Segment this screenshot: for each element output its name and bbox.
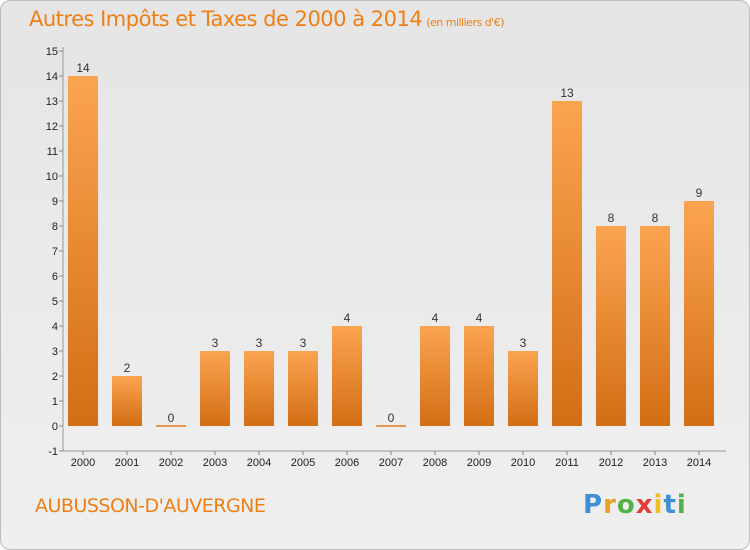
data-label: 13 xyxy=(560,86,574,100)
bar xyxy=(68,76,98,426)
bar xyxy=(640,226,670,426)
y-tick-label: 3 xyxy=(52,346,58,358)
bar xyxy=(596,226,626,426)
data-label: 4 xyxy=(432,311,439,325)
data-label: 3 xyxy=(256,336,263,350)
y-tick-label: 13 xyxy=(46,96,58,108)
y-tick-label: 5 xyxy=(52,296,58,308)
x-tick-label: 2002 xyxy=(159,457,183,469)
y-tick-label: -1 xyxy=(48,446,58,458)
y-tick-label: 8 xyxy=(52,221,58,233)
data-label: 14 xyxy=(76,61,90,75)
logo-letter: o xyxy=(616,490,636,520)
logo-letter: t xyxy=(663,490,677,520)
bar xyxy=(552,101,582,426)
x-tick-label: 2003 xyxy=(203,457,227,469)
y-tick-label: 11 xyxy=(47,146,58,158)
data-label: 2 xyxy=(124,361,131,375)
bar xyxy=(288,351,318,426)
data-label: 8 xyxy=(608,211,615,225)
y-tick-label: 0 xyxy=(52,421,58,433)
data-label: 0 xyxy=(388,411,395,425)
x-tick-label: 2009 xyxy=(467,457,491,469)
bar xyxy=(420,326,450,426)
x-tick-label: 2007 xyxy=(379,457,403,469)
data-label: 0 xyxy=(168,411,175,425)
y-tick-label: 2 xyxy=(52,371,58,383)
bar xyxy=(244,351,274,426)
proxiti-logo[interactable]: Proxiti xyxy=(583,490,687,520)
x-tick-label: 2012 xyxy=(599,457,623,469)
x-tick-label: 2010 xyxy=(511,457,535,469)
data-label: 3 xyxy=(212,336,219,350)
bar xyxy=(332,326,362,426)
bar xyxy=(464,326,494,426)
chart-unit: (en milliers d'€) xyxy=(426,16,504,29)
y-tick-label: 10 xyxy=(46,171,58,183)
data-label: 9 xyxy=(696,186,703,200)
bar xyxy=(508,351,538,426)
y-tick-label: 12 xyxy=(46,121,58,133)
bar xyxy=(200,351,230,426)
y-tick-label: 4 xyxy=(52,321,58,333)
x-tick-label: 2014 xyxy=(687,457,711,469)
y-tick-label: 1 xyxy=(52,396,58,408)
logo-letter: i xyxy=(653,490,664,520)
x-tick-label: 2013 xyxy=(643,457,667,469)
data-label: 8 xyxy=(652,211,659,225)
data-label: 4 xyxy=(476,311,483,325)
y-tick-label: 6 xyxy=(52,271,58,283)
data-label: 3 xyxy=(300,336,307,350)
bar xyxy=(112,376,142,426)
x-tick-label: 2000 xyxy=(71,457,95,469)
logo-letter: i xyxy=(676,490,687,520)
y-tick-label: 7 xyxy=(52,246,58,258)
x-tick-label: 2006 xyxy=(335,457,359,469)
data-label: 4 xyxy=(344,311,351,325)
logo-letter: P xyxy=(583,490,604,520)
commune-name: AUBUSSON-D'AUVERGNE xyxy=(35,495,266,517)
logo-letter: x xyxy=(635,490,654,520)
x-tick-label: 2001 xyxy=(115,457,139,469)
y-tick-label: 15 xyxy=(46,46,58,58)
chart-title-text: Autres Impôts et Taxes de 2000 à 2014 xyxy=(29,7,423,31)
y-tick-label: 14 xyxy=(46,71,58,83)
x-tick-label: 2011 xyxy=(555,457,579,469)
data-label: 3 xyxy=(520,336,527,350)
x-tick-label: 2005 xyxy=(291,457,315,469)
x-tick-label: 2008 xyxy=(423,457,447,469)
chart-title: Autres Impôts et Taxes de 2000 à 2014 (en… xyxy=(29,7,504,31)
bar xyxy=(684,201,714,426)
x-tick-label: 2004 xyxy=(247,457,271,469)
logo-letter: r xyxy=(603,490,617,520)
y-tick-label: 9 xyxy=(52,196,58,208)
